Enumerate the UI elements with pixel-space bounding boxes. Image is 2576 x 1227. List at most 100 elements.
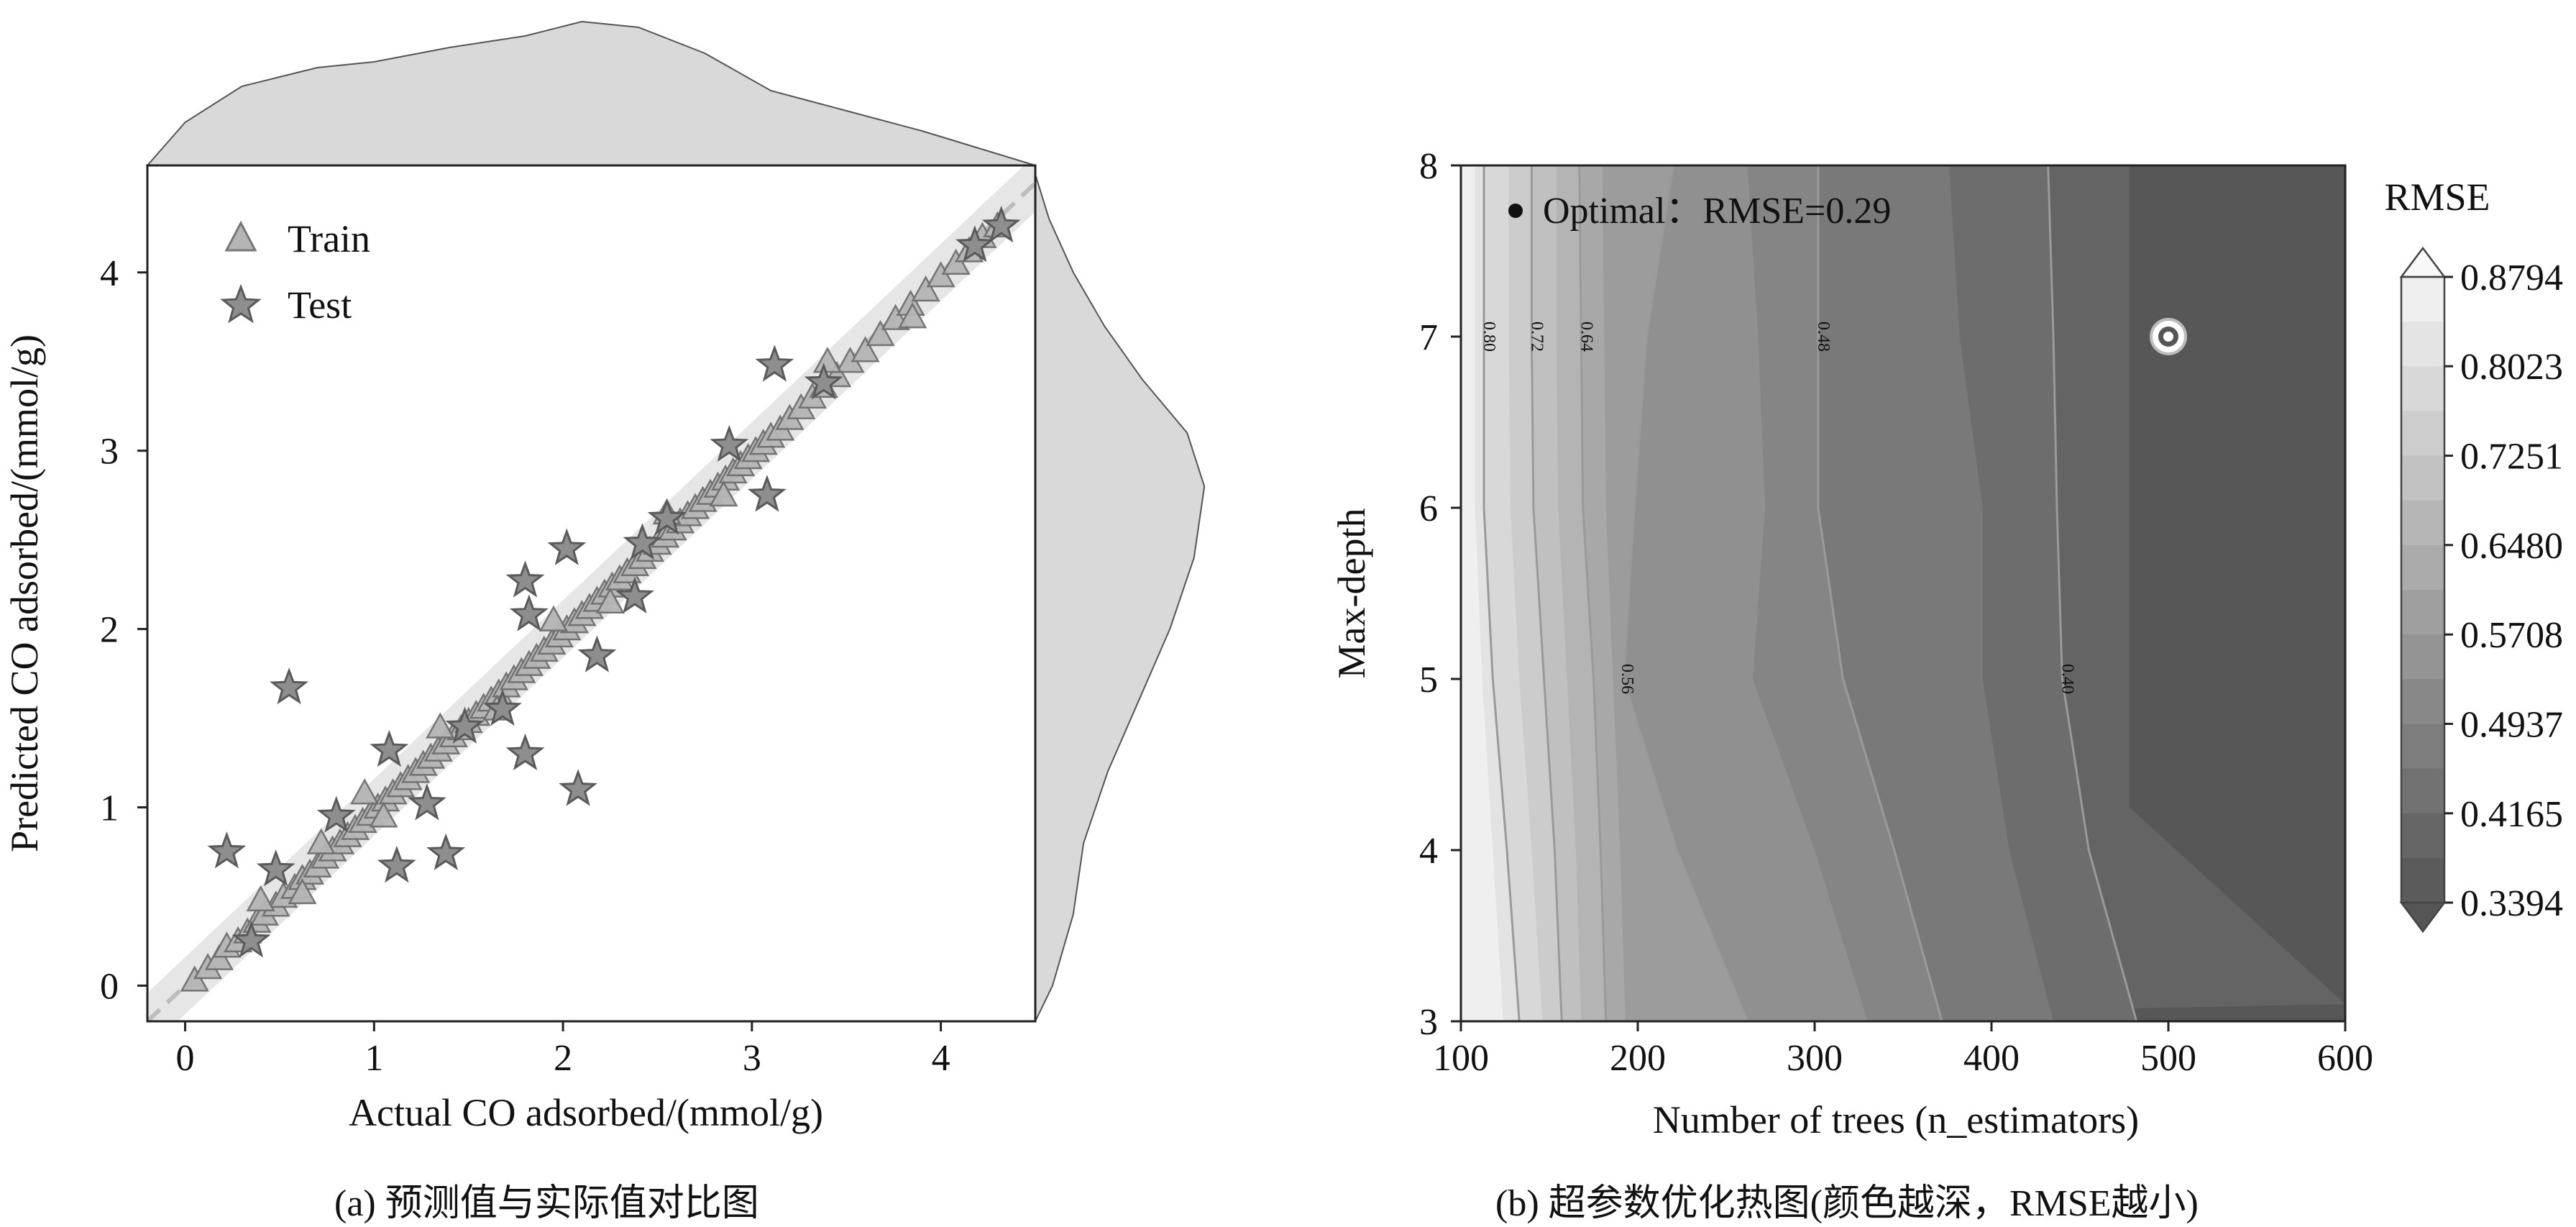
train-point bbox=[709, 480, 738, 507]
x-tick-label: 500 bbox=[2140, 1038, 2196, 1079]
test-point bbox=[445, 706, 485, 744]
contour-line bbox=[1622, 165, 1748, 1021]
contour-label: 0.40 bbox=[2058, 664, 2076, 694]
y-tick-label: 3 bbox=[1419, 1002, 1438, 1043]
colorbar-segments bbox=[2399, 246, 2447, 934]
x-tick-label: 600 bbox=[2317, 1038, 2373, 1079]
contour-label: 0.56 bbox=[1618, 664, 1636, 694]
y-tick-label: 2 bbox=[100, 610, 119, 651]
x-tick-label: 400 bbox=[1963, 1038, 2020, 1079]
y-tick-label: 7 bbox=[1419, 317, 1438, 358]
legend-test-marker bbox=[220, 283, 262, 324]
test-point bbox=[232, 921, 271, 958]
colorbar-tick-label: 0.7251 bbox=[2460, 437, 2563, 478]
y-tick-label: 4 bbox=[1419, 831, 1438, 872]
colorbar-title: RMSE bbox=[2384, 175, 2490, 219]
train-point bbox=[911, 275, 940, 302]
y-tick-label: 3 bbox=[100, 432, 119, 473]
y-tick-label: 4 bbox=[100, 253, 119, 294]
x-tick-label: 100 bbox=[1433, 1038, 1489, 1079]
x-tick-label: 300 bbox=[1787, 1038, 1843, 1079]
test-point bbox=[955, 225, 994, 263]
colorbar-tick-label: 0.5708 bbox=[2460, 615, 2563, 656]
contour-label: 0.64 bbox=[1577, 321, 1595, 352]
x-tick-label: 2 bbox=[554, 1038, 572, 1079]
train-point bbox=[288, 877, 317, 905]
test-point bbox=[747, 475, 787, 512]
plot-frame bbox=[146, 164, 1037, 1023]
colorbar-segment bbox=[2401, 857, 2444, 903]
test-point bbox=[483, 688, 522, 726]
contour-line bbox=[1817, 165, 1943, 1021]
contour-label: 0.48 bbox=[1814, 321, 1833, 352]
test-point bbox=[615, 576, 654, 614]
test-point bbox=[505, 733, 545, 771]
test-point bbox=[981, 205, 1021, 243]
train-point bbox=[812, 347, 843, 373]
colorbar: RMSE 0.8794 0.8023 0.7251 0.6480 0.5708 0.493… bbox=[2384, 175, 2563, 934]
train-point bbox=[369, 801, 398, 828]
x-axis-label: Number of trees (n_estimators) bbox=[1653, 1098, 2139, 1141]
contour-label: 0.72 bbox=[1527, 321, 1546, 352]
colorbar-segment bbox=[2401, 277, 2444, 322]
train-point bbox=[851, 336, 880, 362]
colorbar-ticks: 0.8794 0.8023 0.7251 0.6480 0.5708 0.4937 0.41… bbox=[2444, 257, 2563, 924]
y-tick-label: 1 bbox=[100, 788, 119, 829]
colorbar-segment bbox=[2401, 321, 2444, 367]
y-tick-label: 5 bbox=[1419, 660, 1438, 701]
train-point bbox=[306, 828, 336, 854]
test-point bbox=[509, 594, 549, 631]
optimal-marker-center bbox=[2163, 332, 2173, 342]
test-point bbox=[577, 635, 617, 672]
test-point bbox=[804, 362, 843, 400]
train-point bbox=[350, 778, 380, 805]
test-point bbox=[559, 769, 598, 806]
train-points bbox=[180, 211, 1012, 992]
x-tick-label: 0 bbox=[176, 1038, 195, 1079]
colorbar-frame bbox=[2400, 275, 2446, 904]
test-point bbox=[623, 523, 662, 560]
train-point bbox=[866, 319, 895, 347]
colorbar-segment bbox=[2401, 813, 2444, 859]
colorbar-segment bbox=[2401, 679, 2444, 724]
train-point bbox=[426, 712, 455, 739]
test-point bbox=[647, 498, 687, 535]
test-point bbox=[755, 345, 794, 382]
contour-line bbox=[1482, 165, 1521, 1021]
test-point bbox=[407, 783, 446, 821]
test-point bbox=[505, 560, 545, 598]
y-tick-label: 0 bbox=[100, 966, 119, 1007]
contour-line bbox=[1530, 165, 1563, 1021]
colorbar-tick-label: 0.4165 bbox=[2460, 794, 2563, 835]
y-tick-label: 6 bbox=[1419, 488, 1438, 529]
caption-b: (b) 超参数优化热图(颜色越深，RMSE越小) bbox=[1495, 1183, 2199, 1224]
contour-label: 0.80 bbox=[1480, 321, 1498, 352]
y-axis-ticks: 0 1 2 3 4 bbox=[100, 253, 147, 1007]
x-tick-label: 200 bbox=[1610, 1038, 1666, 1079]
colorbar-tick-label: 0.4937 bbox=[2460, 704, 2563, 745]
train-point bbox=[898, 302, 927, 329]
contour-band bbox=[1461, 165, 1503, 1021]
contour-line bbox=[1578, 165, 1608, 1021]
colorbar-segment bbox=[2401, 500, 2444, 546]
colorbar-tick-label: 0.8794 bbox=[2460, 257, 2563, 298]
colorbar-tick-label: 0.8023 bbox=[2460, 347, 2563, 388]
test-point bbox=[377, 845, 416, 883]
contour-fills bbox=[1461, 165, 2345, 1021]
test-point bbox=[710, 424, 749, 462]
test-point bbox=[256, 849, 295, 887]
train-point bbox=[595, 587, 625, 614]
test-point bbox=[270, 667, 309, 705]
colorbar-segment bbox=[2401, 724, 2444, 770]
test-points bbox=[207, 205, 1021, 958]
colorbar-tick-label: 0.6480 bbox=[2460, 526, 2563, 567]
y-axis-label: Predicted CO adsorbed/(mmol/g) bbox=[3, 334, 46, 852]
legend: Train Test bbox=[220, 217, 370, 327]
x-axis-ticks: 100 200 300 400 500 600 bbox=[1433, 1021, 2373, 1079]
colorbar-tick-label: 0.3394 bbox=[2460, 883, 2563, 924]
contour-lines bbox=[1482, 165, 2138, 1021]
marginal-x-density bbox=[145, 20, 1036, 166]
optimal-marker bbox=[2150, 318, 2187, 355]
